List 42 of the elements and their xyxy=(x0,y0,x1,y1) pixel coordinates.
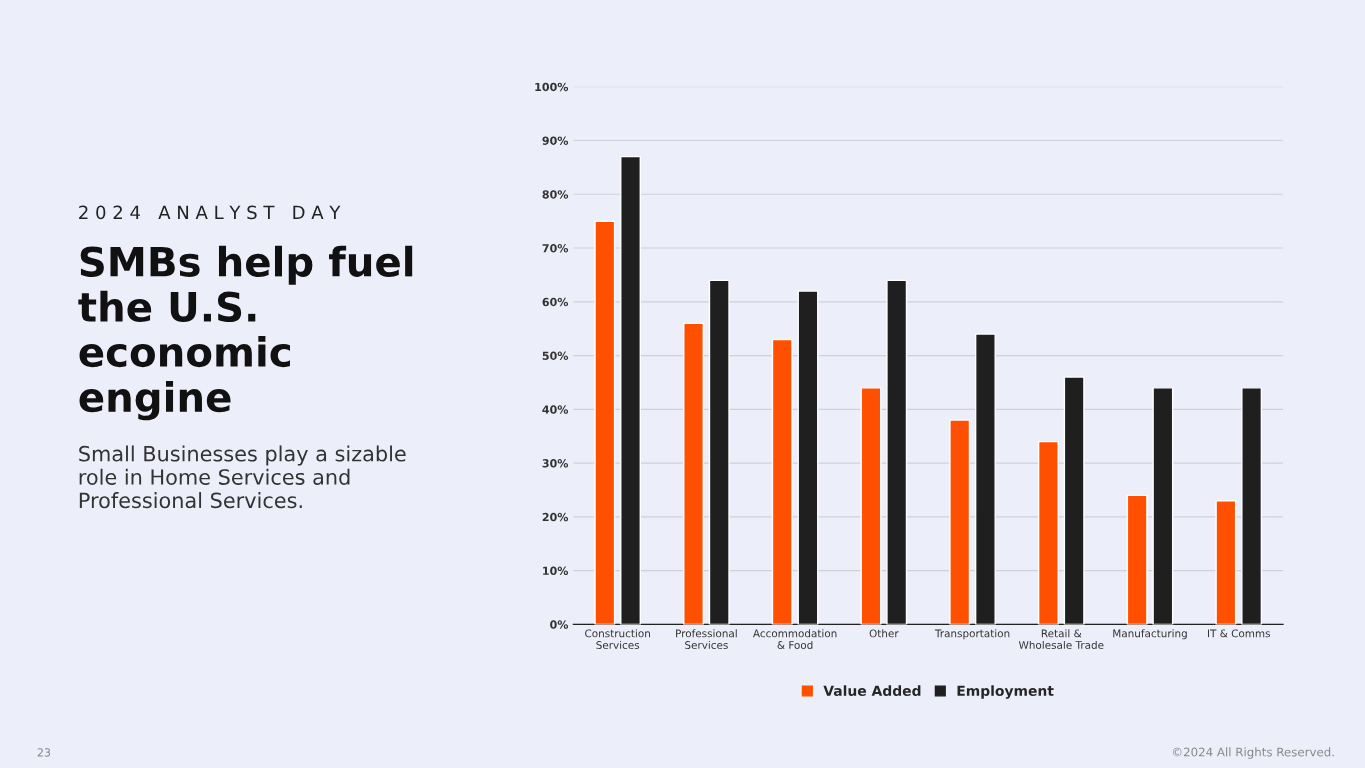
y-tick-label: 30% xyxy=(542,459,569,468)
legend-label: Employment xyxy=(957,685,1054,699)
y-tick-label: 0% xyxy=(550,620,569,629)
bar xyxy=(708,279,730,625)
bar xyxy=(797,290,819,625)
x-tick-label: Other xyxy=(869,629,899,638)
text: ©2024 All Rights Reserved. xyxy=(1172,747,1334,759)
x-tick-label: Manufacturing xyxy=(1113,629,1187,640)
text: SMBs help fuel the U.S. economic engine xyxy=(78,245,413,421)
y-tick-label: 10% xyxy=(543,566,569,575)
y-tick-label: 50% xyxy=(542,351,569,360)
y-tick-label: 20% xyxy=(542,512,569,522)
bar xyxy=(1126,494,1148,625)
y-tick-label: 80% xyxy=(542,190,569,199)
y-tick-label: 40% xyxy=(542,405,569,414)
bar xyxy=(886,279,908,625)
bar xyxy=(1037,440,1059,625)
legend-label: Value Added xyxy=(823,685,921,697)
bar xyxy=(683,322,704,625)
bar xyxy=(1241,387,1263,625)
x-tick-label: Construction Services xyxy=(585,629,650,649)
bar xyxy=(1215,500,1237,625)
bar xyxy=(949,419,971,625)
y-tick-label: 60% xyxy=(542,297,569,307)
x-tick-label: Transportation xyxy=(934,629,1010,640)
text: 23 xyxy=(37,748,51,757)
bar xyxy=(620,155,641,625)
y-tick-label: 100% xyxy=(535,82,569,92)
x-tick-label: IT & Comms xyxy=(1207,629,1270,638)
x-tick-label: Retail & Wholesale Trade xyxy=(1018,629,1104,649)
bar xyxy=(771,338,793,625)
text: 2 0 2 4 A N A L Y S T D A Y xyxy=(79,205,341,220)
bar xyxy=(594,220,616,625)
text: Small Businesses play a sizable role in Home Services and Professional Services. xyxy=(79,445,406,509)
x-tick-label: Accommodation & Food xyxy=(753,629,837,649)
y-tick-label: 90% xyxy=(542,136,569,145)
bar xyxy=(974,333,996,625)
bar xyxy=(860,387,882,625)
x-tick-label: Professional Services xyxy=(676,629,737,649)
bar xyxy=(1063,376,1085,625)
bar xyxy=(1152,387,1174,625)
y-tick-label: 70% xyxy=(542,244,569,253)
